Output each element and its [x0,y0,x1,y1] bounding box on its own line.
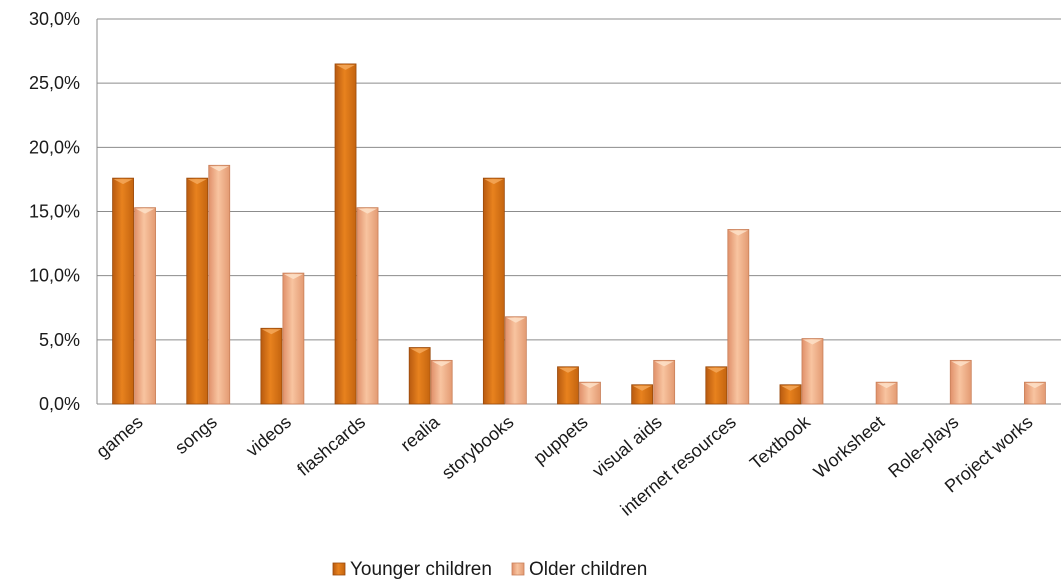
bar-cap [558,367,578,373]
bar-younger [631,384,654,405]
bar-cap [432,361,452,367]
bar-older [653,359,676,405]
bar-cap [336,64,356,70]
y-tick-label: 30,0% [29,9,80,29]
bar-younger [112,177,134,405]
bar-older [949,359,972,405]
bar-cap [484,179,504,185]
y-axis: 0,0% 5,0% 10,0% 15,0% 20,0% 25,0% 30,0% [29,9,98,414]
bar-cap [580,383,600,389]
bar-older [282,272,305,405]
bar-cap [135,208,155,214]
bar-cap [283,274,303,280]
bars [112,63,1046,405]
bar-older [579,381,601,405]
x-tick-label: puppets [530,412,592,468]
bar-older [430,359,453,405]
x-tick-label: visual aids [588,412,665,481]
bar-younger [557,366,579,405]
bar-cap [506,317,526,323]
x-tick-label: storybooks [438,412,518,483]
bar-older [134,207,156,405]
bar-cap [261,329,281,335]
legend: Younger children Older children [332,559,647,580]
bar-younger [186,177,209,405]
bar-cap [209,166,229,172]
bar-cap [728,230,748,236]
legend-swatch-younger [332,562,346,576]
bar-older [208,164,231,405]
y-tick-label: 25,0% [29,73,80,93]
x-tick-label: Textbook [746,411,815,473]
bar-younger [260,327,283,405]
bar-younger [334,63,357,405]
y-tick-label: 10,0% [29,266,80,286]
y-tick-label: 20,0% [29,137,80,157]
x-tick-label: realia [397,411,444,455]
x-tick-label: videos [242,412,295,461]
bar-cap [877,383,897,389]
x-tick-label: Worksheet [810,412,889,482]
bar-younger [779,384,802,405]
bar-older [504,316,527,405]
legend-label: Older children [529,559,647,580]
bar-cap [410,348,430,354]
y-tick-label: 15,0% [29,202,80,222]
bar-cap [654,361,674,367]
bar-cap [951,361,971,367]
bar-older [356,207,379,405]
bar-cap [358,208,378,214]
bar-younger [705,366,728,405]
bar-cap [187,179,207,185]
bar-cap [802,339,822,345]
bar-cap [780,385,800,391]
x-tick-label: songs [171,412,221,458]
bar-cap [632,385,652,391]
x-tick-label: Role-plays [884,412,962,482]
bar-cap [706,367,726,373]
bar-cap [1025,383,1045,389]
y-tick-label: 5,0% [39,330,80,350]
bar-older [1024,381,1046,405]
y-tick-label: 0,0% [39,394,80,414]
x-tick-label: flashcards [293,412,369,480]
bar-older [727,229,750,405]
gridlines [97,18,1061,405]
bar-younger [408,347,431,405]
bar-older [875,381,898,405]
bar-older [801,338,824,405]
legend-swatch-older [511,562,525,576]
legend-label: Younger children [350,559,492,580]
bar-younger [482,177,505,405]
bar-cap [113,179,133,185]
x-tick-label: games [92,412,146,462]
